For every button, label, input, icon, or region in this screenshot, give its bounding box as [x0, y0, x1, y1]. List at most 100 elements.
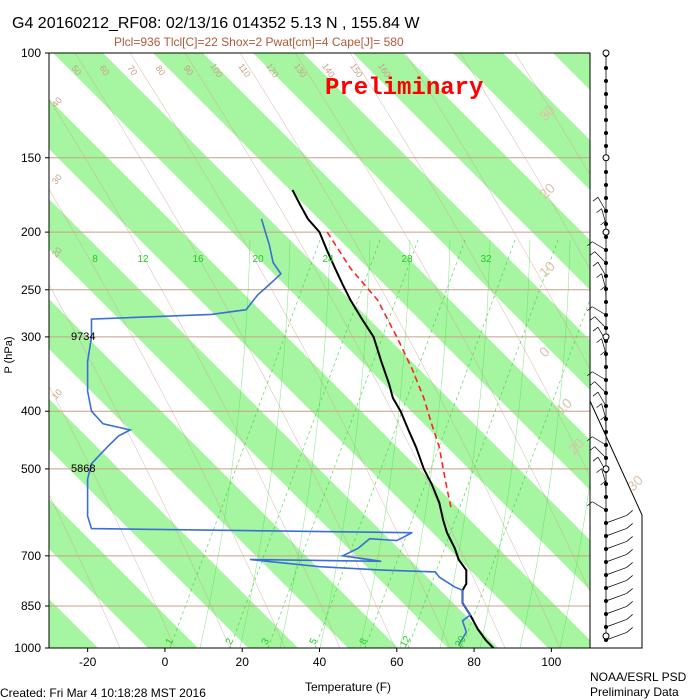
side-label: 20	[50, 245, 64, 259]
band-stripe	[353, 53, 590, 290]
y-tick-label: 1000	[14, 641, 41, 655]
wind-barb-flag	[587, 501, 593, 507]
band-stripe	[553, 53, 590, 90]
wind-barb	[605, 632, 627, 641]
side-label: 40	[50, 95, 64, 109]
x-tick-label: 40	[313, 655, 327, 669]
plot-frame	[48, 52, 591, 649]
dry-adiabat-line	[49, 385, 176, 648]
x-tick-label: 100	[541, 655, 561, 669]
y-tick-label: 850	[21, 599, 41, 613]
dry-adiabat-line	[294, 53, 590, 593]
x-axis-label: Temperature (F)	[305, 680, 391, 694]
moist-adiabat-line	[399, 239, 451, 648]
dry-adiabat-line	[49, 493, 121, 648]
wind-barb	[605, 593, 627, 602]
dry-adiabat-line	[184, 53, 506, 648]
mixing-ratio-label: 5	[308, 636, 321, 647]
y-tick-label: 300	[21, 330, 41, 344]
wind-barb-flag	[587, 306, 593, 312]
series-line-2	[86, 218, 472, 646]
wind-barb-flag	[626, 588, 633, 594]
side-label: 10	[50, 387, 64, 401]
wind-barb-flag	[626, 536, 633, 542]
mixing-ratio-line	[267, 239, 419, 648]
theta-e-label: 24	[322, 254, 334, 265]
mixing-ratio-label: 3	[260, 636, 273, 647]
wind-barb-flag	[592, 326, 599, 332]
wind-barb	[592, 306, 607, 316]
wind-dot	[604, 118, 608, 122]
moist-adiabat-line	[559, 480, 590, 648]
wind-barb-flag	[587, 371, 593, 377]
footer-status: Preliminary Data	[590, 685, 679, 699]
wind-dot	[604, 66, 608, 70]
y-tick-label: 200	[21, 225, 41, 239]
wind-barb-flag	[626, 614, 633, 620]
series-line-3	[326, 231, 452, 508]
wind-barb-flag	[626, 510, 633, 516]
mixing-ratio-line	[461, 298, 590, 648]
wind-dot	[604, 92, 608, 96]
wind-barb-flag	[626, 627, 633, 633]
dry-adiabat-label: 60	[97, 63, 111, 77]
moist-adiabat-line	[279, 239, 331, 648]
wind-barb	[605, 580, 627, 589]
wind-barb	[605, 606, 627, 615]
theta-e-label: 28	[401, 254, 413, 265]
x-tick-label: 20	[236, 655, 250, 669]
band-stripe	[49, 199, 498, 648]
dry-adiabat-line	[404, 53, 590, 370]
wind-barb	[605, 567, 627, 576]
band-stripe	[49, 99, 590, 648]
wind-barb-flag	[600, 480, 606, 486]
height-label: 9734	[71, 331, 95, 343]
wind-barb	[594, 381, 607, 394]
mixing-ratio-line	[407, 239, 559, 648]
side-label: 30	[50, 172, 64, 186]
wind-barb	[597, 262, 607, 277]
dry-adiabat-line	[459, 53, 590, 270]
band-stripe	[253, 53, 590, 390]
band-stripe	[453, 53, 590, 190]
wind-barb	[605, 619, 627, 628]
dry-adiabat-label: 110	[236, 62, 252, 79]
wind-panel-outline	[589, 53, 643, 649]
wind-dot	[604, 170, 608, 174]
wind-barb-flag	[600, 350, 606, 356]
y-tick-label: 150	[21, 151, 41, 165]
y-tick-label: 250	[21, 283, 41, 297]
wind-barb	[594, 251, 607, 264]
dry-adiabat-line	[49, 98, 341, 648]
mixing-ratio-label: 8	[358, 636, 371, 647]
mixing-ratio-line	[169, 239, 321, 648]
wind-barb	[592, 371, 607, 381]
band-stripe	[49, 398, 298, 648]
wind-calm-circle	[602, 49, 610, 57]
wind-barb	[597, 392, 607, 407]
mixing-ratio-line	[314, 239, 466, 648]
theta-e-label: 20	[252, 254, 264, 265]
footer-org: NOAA/ESRL PSD	[590, 670, 687, 684]
footer-created: Created: Fri Mar 4 10:18:28 MST 2016	[0, 686, 206, 700]
mixing-ratio-line	[364, 239, 516, 648]
wind-dot	[604, 131, 608, 135]
dry-adiabat-line	[514, 53, 590, 175]
wind-barb-flag	[587, 241, 593, 247]
wind-dot	[604, 144, 608, 148]
wind-barb-flag	[592, 391, 599, 397]
moist-adiabat-line	[479, 239, 531, 648]
dry-adiabat-line	[74, 53, 396, 648]
moist-adiabat-line	[519, 239, 571, 648]
theta-e-label: 8	[92, 254, 98, 265]
moist-adiabat-line	[439, 239, 491, 648]
wind-dot	[604, 196, 608, 200]
wind-barb-flag	[626, 523, 633, 529]
band-stripe	[49, 499, 198, 648]
wind-barb-flag	[626, 575, 633, 581]
dry-adiabat-line	[49, 188, 286, 648]
band-stripe	[49, 599, 98, 648]
dry-adiabat-line	[349, 53, 590, 478]
